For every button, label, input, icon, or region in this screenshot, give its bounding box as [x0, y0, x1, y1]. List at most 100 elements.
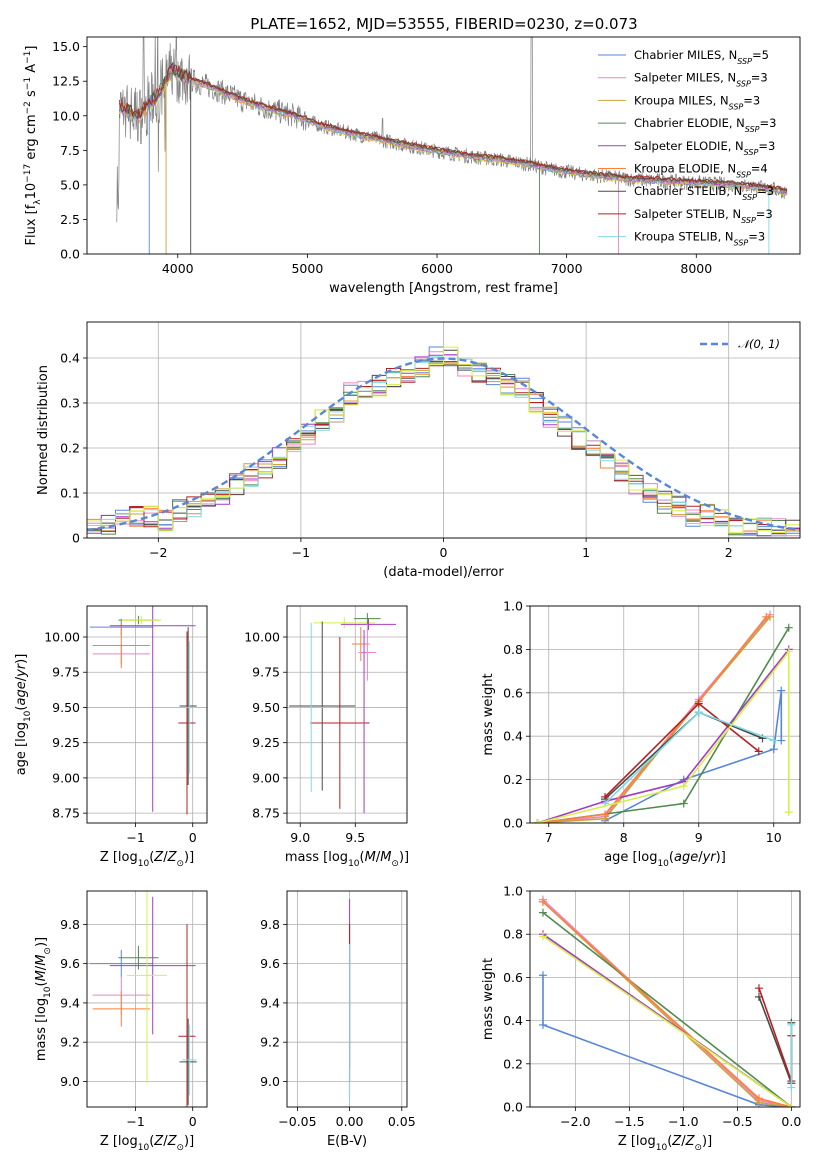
- weight-vs-age-ytick-label: 0.6: [503, 685, 523, 700]
- legend-label: Salpeter ELODIE, NSSP=3: [634, 139, 775, 157]
- weight-vs-z-ylabel: mass weight: [481, 958, 496, 1040]
- weight-vs-z-xtick-label: 0.0: [781, 1114, 801, 1129]
- age-vs-z-ytick-label: 9.75: [52, 665, 80, 680]
- weight-vs-age-point-marker: [784, 623, 793, 632]
- weight-vs-age-point-marker: [762, 612, 771, 621]
- legend-label: Chabrier MILES, NSSP=5: [634, 48, 769, 66]
- weight-vs-age-ytick-label: 0.2: [503, 772, 523, 787]
- mass-vs-z-ylabel: mass [log10(M/M⊙)]: [34, 937, 53, 1061]
- age-vs-z-plot-area: [89, 606, 197, 815]
- weight-vs-age-point-marker: [769, 745, 778, 754]
- spectrum-xtick-label: 8000: [680, 261, 712, 276]
- residual-histogram-ytick-label: 0: [72, 531, 80, 546]
- weight-vs-z-series-line: [542, 935, 792, 1107]
- residual-histogram-panel: −2 −1 0 1 2 0 0.1 0.2 0.3 0.4 𝒩(0, 1) (data-model)/…: [36, 321, 801, 580]
- weight-vs-z-series-line: [758, 987, 793, 1082]
- weight-vs-age-point-marker: [694, 708, 703, 717]
- spectrum-ytick-label: 2.5: [60, 212, 80, 227]
- weight-vs-z-ytick-label: 1.0: [503, 884, 523, 899]
- residual-histogram-xtick-label: 2: [725, 545, 733, 560]
- spectrum-ytick-label: 0.0: [60, 247, 80, 262]
- age-vs-z-ytick-label: 10.00: [44, 630, 80, 645]
- weight-vs-age-point-marker: [533, 819, 542, 823]
- weight-vs-age-panel: 7 8 9 10 0.0 0.2 0.4 0.6 0.8 1.0 age [log10(age/yr…: [481, 599, 801, 869]
- mass-vs-ebv-xtick-label: 0.00: [336, 1114, 364, 1129]
- age-vs-mass-ytick-label: 9.25: [252, 735, 280, 750]
- weight-vs-age-plot-area: [533, 610, 793, 823]
- weight-vs-age-ylabel: mass weight: [481, 673, 496, 755]
- weight-vs-z-point-marker: [538, 908, 547, 917]
- weight-vs-age-point-marker: [601, 810, 609, 819]
- legend-label: Chabrier ELODIE, NSSP=3: [634, 116, 776, 134]
- mass-vs-ebv-ytick-label: 9.2: [260, 1035, 280, 1050]
- spectrum-xtick-label: 6000: [421, 261, 453, 276]
- weight-vs-age-point-marker: [754, 747, 763, 756]
- weight-vs-z-point-marker: [538, 1020, 547, 1029]
- mass-vs-ebv-ytick-label: 9.6: [260, 956, 280, 971]
- age-vs-mass-xtick-label: 9.5: [345, 830, 365, 845]
- weight-vs-age-xtick-label: 10: [766, 830, 782, 845]
- age-vs-mass-xlabel: mass [log10(M/M⊙)]: [285, 850, 409, 869]
- mass-vs-z-plot-area: [89, 891, 197, 1107]
- mass-vs-ebv-xlabel: E(B-V): [327, 1134, 367, 1149]
- mass-vs-z-xtick-label: 0: [189, 1114, 197, 1129]
- age-vs-z-ytick-label: 8.75: [52, 806, 80, 821]
- spectrum-ytick-label: 10.0: [52, 108, 80, 123]
- weight-vs-z-series-line: [542, 901, 792, 1107]
- residual-histogram-xtick-label: 1: [582, 545, 590, 560]
- weight-vs-age-xtick-label: 7: [545, 830, 553, 845]
- spectrum-ytick-label: 7.5: [60, 143, 80, 158]
- residual-histogram-ytick-label: 0.2: [60, 441, 80, 456]
- weight-vs-z-xtick-label: −0.5: [722, 1114, 752, 1129]
- mass-vs-ebv-ytick-label: 9.4: [260, 995, 280, 1010]
- weight-vs-age-xtick-label: 8: [620, 830, 628, 845]
- weight-vs-age-point-marker: [769, 736, 778, 745]
- age-vs-z-panel: −1 0 8.75 9.00 9.25 9.50 9.75 10.00 Z [log10(Z/Z…: [14, 605, 208, 869]
- normal-curve: [87, 357, 800, 532]
- weight-vs-z-ytick-label: 0.6: [503, 970, 523, 985]
- weight-vs-z-ytick-label: 0.2: [503, 1056, 523, 1071]
- weight-vs-z-series-line: [542, 975, 792, 1107]
- residual-histogram-xtick-label: 0: [440, 545, 448, 560]
- residual-histogram-xtick-label: −2: [149, 545, 167, 560]
- weight-vs-z-point-marker: [754, 984, 763, 993]
- mass-vs-z-ytick-label: 9.4: [60, 995, 80, 1010]
- weight-vs-z-frame: [529, 890, 801, 1108]
- spectrum-frame: [86, 36, 801, 255]
- mass-vs-z-ytick-label: 9.2: [60, 1035, 80, 1050]
- weight-vs-age-ytick-label: 0.8: [503, 642, 523, 657]
- mass-vs-z-panel: −1 0 9.0 9.2 9.4 9.6 9.8 Z [log10(Z/Z⊙)] mass [l…: [34, 890, 208, 1153]
- weight-vs-z-point-marker: [538, 932, 547, 941]
- mass-vs-ebv-frame: [286, 890, 408, 1108]
- weight-vs-age-frame: [529, 605, 801, 824]
- weight-vs-z-series-line: [542, 911, 792, 1107]
- weight-vs-z-ytick-label: 0.8: [503, 927, 523, 942]
- weight-vs-age-series-line: [537, 627, 790, 823]
- weight-vs-z-xtick-label: −1.5: [614, 1114, 644, 1129]
- weight-vs-z-point-marker: [754, 1094, 763, 1103]
- weight-vs-age-point-marker: [784, 808, 793, 817]
- age-vs-mass-panel: 9.0 9.5 8.75 9.00 9.25 9.50 9.75 10.00 mass [log…: [244, 605, 409, 869]
- residual-histogram-ytick-label: 0.4: [60, 351, 80, 366]
- mass-vs-z-ytick-label: 9.0: [60, 1074, 80, 1089]
- weight-vs-age-series-line: [537, 649, 790, 823]
- residual-histogram-xtick-label: −1: [292, 545, 310, 560]
- model-spectrum-line: [118, 64, 788, 191]
- histogram-series-9: [87, 346, 800, 534]
- weight-vs-age-ytick-label: 0.4: [503, 729, 523, 744]
- weight-vs-z-series-line: [758, 996, 793, 1084]
- mass-vs-z-xlabel: Z [log10(Z/Z⊙)]: [100, 1134, 194, 1153]
- age-vs-z-ylabel: age [log10(age/yr)]: [14, 654, 33, 776]
- mass-vs-ebv-ytick-label: 9.8: [260, 917, 280, 932]
- residual-histogram-ytick-label: 0.1: [60, 486, 80, 501]
- legend-label: Salpeter STELIB, NSSP=3: [634, 207, 773, 225]
- weight-vs-z-ytick-label: 0.4: [503, 1013, 523, 1028]
- weight-vs-z-point-marker: [787, 1020, 796, 1029]
- legend-label: Kroupa ELODIE, NSSP=4: [634, 162, 768, 180]
- age-vs-z-xlabel: Z [log10(Z/Z⊙)]: [100, 850, 194, 869]
- age-vs-z-ytick-label: 9.25: [52, 735, 80, 750]
- weight-vs-age-point-marker: [679, 782, 688, 791]
- weight-vs-age-series-line: [537, 616, 771, 823]
- age-vs-z-xtick-label: 0: [189, 830, 197, 845]
